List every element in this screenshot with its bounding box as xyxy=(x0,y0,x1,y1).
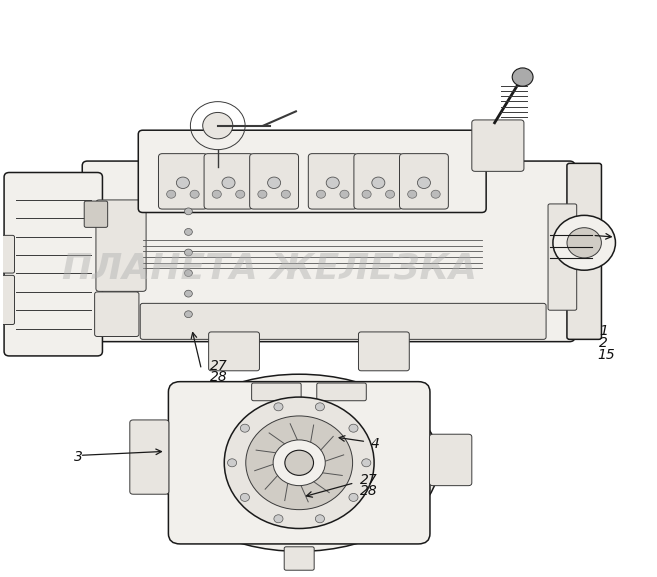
FancyBboxPatch shape xyxy=(308,153,357,209)
Circle shape xyxy=(362,459,371,467)
Circle shape xyxy=(222,177,235,189)
FancyBboxPatch shape xyxy=(84,201,108,227)
Circle shape xyxy=(553,215,616,270)
Circle shape xyxy=(167,190,175,198)
FancyBboxPatch shape xyxy=(252,383,301,401)
Circle shape xyxy=(267,177,281,189)
FancyBboxPatch shape xyxy=(158,153,208,209)
Circle shape xyxy=(512,68,533,86)
Circle shape xyxy=(274,403,283,411)
Circle shape xyxy=(386,190,395,198)
Circle shape xyxy=(212,190,221,198)
FancyBboxPatch shape xyxy=(317,383,367,401)
FancyBboxPatch shape xyxy=(430,434,472,486)
FancyBboxPatch shape xyxy=(0,235,14,273)
Circle shape xyxy=(431,190,440,198)
FancyBboxPatch shape xyxy=(130,420,169,494)
Circle shape xyxy=(185,249,193,256)
Circle shape xyxy=(274,515,283,523)
FancyBboxPatch shape xyxy=(4,173,102,356)
Circle shape xyxy=(317,190,326,198)
Circle shape xyxy=(327,177,339,189)
Circle shape xyxy=(240,493,250,501)
Circle shape xyxy=(340,190,349,198)
Circle shape xyxy=(281,190,290,198)
FancyBboxPatch shape xyxy=(472,120,524,171)
Circle shape xyxy=(407,190,417,198)
Circle shape xyxy=(240,424,250,432)
Circle shape xyxy=(349,493,358,501)
Circle shape xyxy=(185,228,193,235)
FancyBboxPatch shape xyxy=(0,275,14,324)
Circle shape xyxy=(567,228,601,258)
Circle shape xyxy=(224,397,374,529)
Text: 15: 15 xyxy=(598,349,616,362)
Text: ПЛАНЕТА ЖЕЛЕЗКА: ПЛАНЕТА ЖЕЛЕЗКА xyxy=(62,252,478,286)
Circle shape xyxy=(315,515,325,523)
FancyBboxPatch shape xyxy=(359,332,409,371)
FancyBboxPatch shape xyxy=(95,292,139,336)
FancyBboxPatch shape xyxy=(399,153,448,209)
Circle shape xyxy=(372,177,385,189)
Text: 2: 2 xyxy=(599,336,608,350)
FancyBboxPatch shape xyxy=(204,153,253,209)
Circle shape xyxy=(258,190,267,198)
Circle shape xyxy=(236,190,245,198)
Circle shape xyxy=(185,269,193,276)
FancyBboxPatch shape xyxy=(96,200,146,291)
Text: 3: 3 xyxy=(74,450,83,464)
FancyBboxPatch shape xyxy=(567,163,601,339)
Circle shape xyxy=(246,416,353,509)
Circle shape xyxy=(203,113,233,139)
Text: 28: 28 xyxy=(360,484,378,499)
Circle shape xyxy=(185,290,193,297)
FancyBboxPatch shape xyxy=(138,130,486,212)
Circle shape xyxy=(285,450,313,475)
Text: 27: 27 xyxy=(360,473,378,487)
Text: 4: 4 xyxy=(371,437,380,451)
Circle shape xyxy=(349,424,358,432)
FancyBboxPatch shape xyxy=(140,304,546,339)
FancyBboxPatch shape xyxy=(284,547,314,570)
FancyBboxPatch shape xyxy=(548,204,577,310)
Circle shape xyxy=(176,177,189,189)
Circle shape xyxy=(185,311,193,318)
Circle shape xyxy=(190,190,199,198)
Ellipse shape xyxy=(159,374,440,552)
Circle shape xyxy=(227,459,237,467)
Text: 28: 28 xyxy=(210,370,228,384)
Text: 1: 1 xyxy=(599,324,608,338)
Text: 27: 27 xyxy=(210,359,228,373)
FancyBboxPatch shape xyxy=(82,161,575,342)
FancyBboxPatch shape xyxy=(168,381,430,544)
Circle shape xyxy=(417,177,430,189)
FancyBboxPatch shape xyxy=(354,153,403,209)
Circle shape xyxy=(273,440,325,486)
Circle shape xyxy=(315,403,325,411)
Circle shape xyxy=(185,208,193,215)
Circle shape xyxy=(362,190,371,198)
FancyBboxPatch shape xyxy=(209,332,260,371)
FancyBboxPatch shape xyxy=(250,153,298,209)
